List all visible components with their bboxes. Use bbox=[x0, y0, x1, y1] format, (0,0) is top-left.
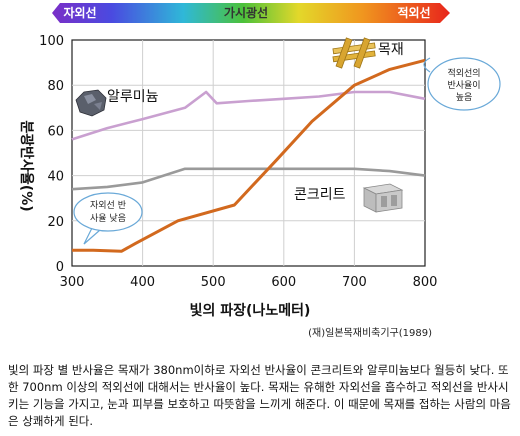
concrete-series-label: 콘크리트 bbox=[294, 187, 346, 203]
y-tick-label: 80 bbox=[47, 79, 64, 94]
wood-planks-icon bbox=[332, 37, 376, 69]
callout-ir-line-1: 적외선의 bbox=[447, 67, 480, 79]
wood-reflectance-line bbox=[72, 58, 426, 253]
callout-ir-line-3: 높음 bbox=[456, 92, 473, 103]
aluminum-series-label: 알루미늄 bbox=[107, 89, 159, 105]
caption-text: 빛의 파장 별 반사율은 목재가 380nm이하로 자외선 반사율이 콘크리트와… bbox=[8, 363, 511, 428]
y-axis-title: 분광반사율(%) bbox=[18, 120, 35, 211]
uv-label: 자외선 bbox=[63, 5, 96, 20]
source-note: (재)일본목재비축기구(1989) bbox=[308, 327, 432, 339]
spectrum-bar: 자외선 가시광선 적외선 bbox=[52, 3, 450, 23]
caption: 빛의 파장 별 반사율은 목재가 380nm이하로 자외선 반사율이 콘크리트와… bbox=[8, 362, 514, 430]
x-axis-title: 빛의 파장(나노메터) bbox=[190, 302, 311, 319]
wood-series-label: 목재 bbox=[378, 42, 404, 58]
x-tick-label: 400 bbox=[130, 275, 155, 290]
x-tick-label: 500 bbox=[201, 275, 226, 290]
callout-ir-line-2: 반사율이 bbox=[447, 80, 480, 91]
visible-label: 가시광선 bbox=[224, 5, 268, 20]
callout-ir-high: 적외선의 반사율이 높음 bbox=[423, 57, 501, 111]
callout-uv-line-2: 사율 낮음 bbox=[90, 213, 126, 224]
grid bbox=[71, 39, 426, 267]
reflectance-chart: 자외선 가시광선 적외선 300 400 500 600 700 800 0 20 40 60 80… bbox=[18, 3, 501, 339]
concrete-reflectance-line bbox=[71, 167, 426, 191]
x-tick-label: 600 bbox=[271, 275, 296, 290]
axis-ticks: 300 400 500 600 700 800 0 20 40 60 80 100 bbox=[39, 34, 437, 290]
x-tick-label: 300 bbox=[60, 275, 85, 290]
y-tick-label: 20 bbox=[47, 215, 64, 230]
plot-frame bbox=[71, 39, 426, 267]
ir-label: 적외선 bbox=[397, 5, 430, 20]
aluminum-reflectance-line bbox=[71, 90, 426, 141]
aluminum-ore-icon bbox=[75, 89, 107, 117]
y-tick-label: 100 bbox=[39, 34, 64, 49]
callout-uv-low: 자외선 반 사율 낮음 bbox=[73, 192, 143, 245]
series-lines bbox=[71, 58, 426, 253]
y-tick-label: 40 bbox=[47, 170, 64, 185]
x-tick-label: 800 bbox=[413, 275, 438, 290]
y-tick-label: 60 bbox=[47, 124, 64, 139]
y-tick-label: 0 bbox=[56, 260, 64, 275]
concrete-block-icon bbox=[362, 183, 404, 213]
x-tick-label: 700 bbox=[342, 275, 367, 290]
callout-uv-line-1: 자외선 반 bbox=[90, 199, 126, 211]
